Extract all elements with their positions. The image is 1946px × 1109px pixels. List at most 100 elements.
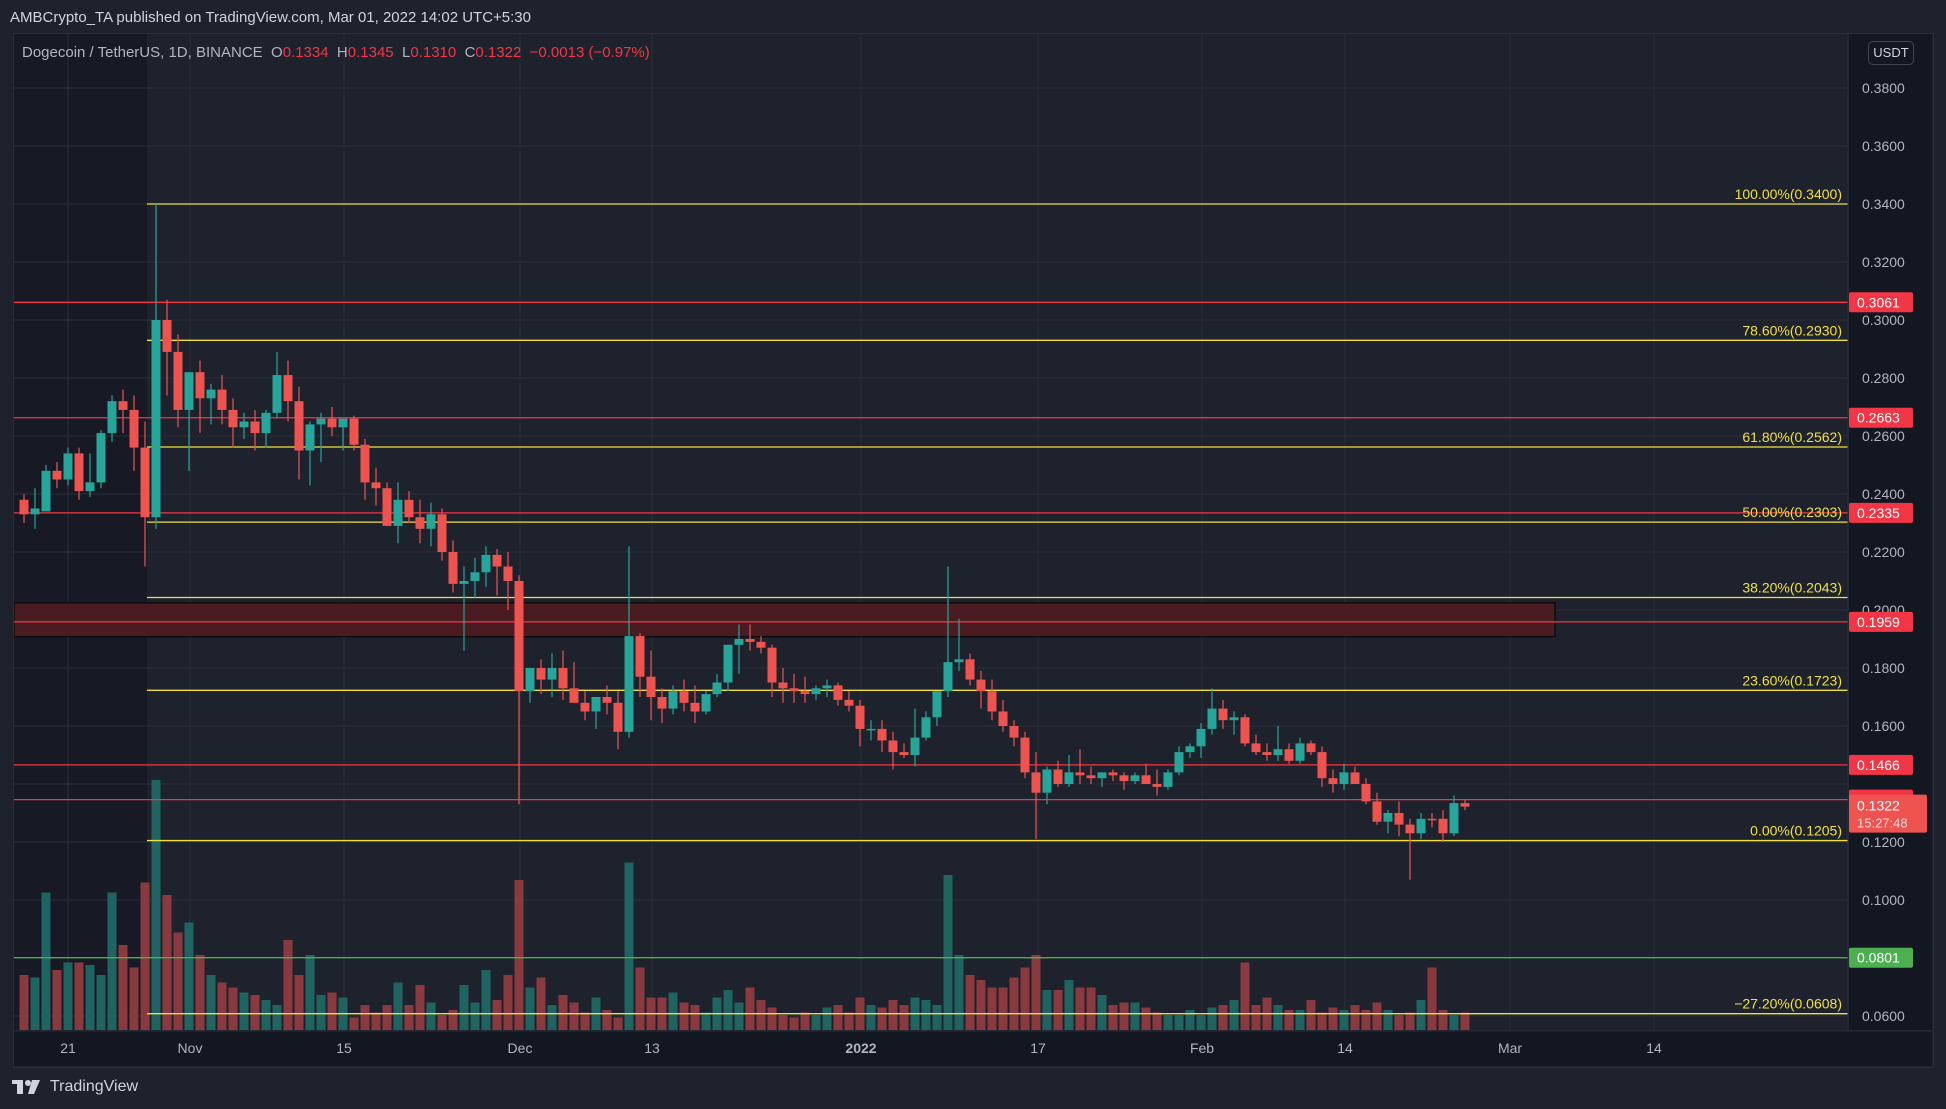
volume-bar	[1229, 1000, 1239, 1030]
candle-body	[767, 647, 777, 683]
candle-body	[1328, 778, 1338, 784]
candle-body	[1361, 784, 1371, 802]
volume-bar	[140, 882, 150, 1030]
price-badges: 0.30610.26630.23350.19590.14660.13460.08…	[1849, 292, 1927, 968]
time-label: Mar	[1498, 1040, 1522, 1056]
open-value: 0.1334	[282, 44, 329, 61]
volume-bar	[1141, 1007, 1151, 1030]
candle-body	[1295, 743, 1305, 761]
volume-bar	[1240, 962, 1250, 1030]
candle-body	[646, 676, 656, 697]
volume-bar	[184, 922, 194, 1030]
candle-body	[1350, 772, 1360, 784]
candle-body	[1317, 752, 1327, 779]
volume-bar	[1361, 1010, 1371, 1030]
volume-bar	[1009, 977, 1019, 1030]
candle-body	[481, 554, 491, 573]
candle-body	[140, 447, 150, 518]
volume-bar	[1064, 980, 1074, 1030]
volume-bar	[448, 1010, 458, 1030]
pre-fib-shade	[14, 34, 147, 1030]
countdown-label: 15:27:48	[1857, 816, 1908, 831]
volume-bar	[360, 1005, 370, 1030]
volume-bar	[217, 982, 227, 1030]
volume-bar	[1053, 990, 1063, 1030]
zone-rect[interactable]	[14, 602, 1556, 638]
price-badge-label: 0.1959	[1857, 614, 1900, 630]
price-tick: 0.3000	[1862, 312, 1905, 328]
price-tick: 0.1600	[1862, 718, 1905, 734]
horizontal-levels[interactable]	[14, 301, 1848, 959]
time-label: Dec	[508, 1040, 533, 1056]
volume-bar	[866, 1005, 876, 1030]
volume-bar	[1284, 1010, 1294, 1030]
volume-bar	[52, 970, 62, 1030]
candle-body	[745, 639, 755, 642]
candle-body	[1405, 824, 1415, 834]
candle-body	[52, 470, 62, 480]
volume-bar	[668, 992, 678, 1030]
candle-body	[712, 682, 722, 695]
resistance-zone-box[interactable]	[14, 602, 1556, 638]
price-axis-bg[interactable]	[1849, 34, 1932, 1030]
volume-bar	[800, 1012, 810, 1030]
symbol-name[interactable]: Dogecoin / TetherUS, 1D, BINANCE	[22, 44, 263, 61]
volume-bar	[492, 1000, 502, 1030]
volume-bar	[987, 987, 997, 1030]
chart-frame[interactable]	[13, 33, 1934, 1068]
fib-label: 100.00%(0.3400)	[1735, 186, 1842, 202]
volume-bar	[536, 977, 546, 1030]
volume-bar	[877, 1007, 887, 1030]
tradingview-logo[interactable]: TradingView	[12, 1078, 138, 1096]
volume-bar	[382, 1005, 392, 1030]
volume-bar	[1405, 1012, 1415, 1030]
price-tick: 0.3400	[1862, 196, 1905, 212]
candle-body	[19, 499, 29, 515]
volume-bar	[613, 1017, 623, 1030]
volume-bars	[19, 780, 1470, 1030]
price-tick: 0.1200	[1862, 834, 1905, 850]
volume-bar	[63, 962, 73, 1030]
candle-body	[1394, 813, 1404, 825]
price-badge	[1849, 292, 1913, 313]
candle-body	[635, 636, 645, 677]
volume-bar	[1383, 1010, 1393, 1030]
price-badge-label: 0.2663	[1857, 410, 1900, 426]
candle-body	[96, 433, 106, 483]
volume-bar	[514, 880, 524, 1030]
candle-body	[217, 389, 227, 410]
currency-button[interactable]: USDT	[1868, 41, 1914, 65]
price-tick: 0.2200	[1862, 544, 1905, 560]
candle-body	[184, 372, 194, 410]
volume-bar	[305, 955, 315, 1030]
candle-body	[734, 639, 744, 645]
volume-bar	[1438, 1010, 1448, 1030]
time-axis-bg[interactable]	[14, 1031, 1932, 1066]
volume-bar	[41, 892, 51, 1030]
volume-bar	[833, 1005, 843, 1030]
symbol-legend[interactable]: Dogecoin / TetherUS, 1D, BINANCE O0.1334…	[22, 44, 650, 61]
fib-retracement[interactable]: 100.00%(0.3400) 78.60%(0.2930) 61.80%(0.25…	[147, 186, 1848, 1015]
candle-body	[569, 688, 579, 703]
candle-body	[338, 418, 348, 428]
volume-bar	[1196, 1015, 1206, 1030]
candle-body	[844, 699, 854, 706]
volume-bar	[1449, 1015, 1459, 1030]
tradingview-logo-icon	[12, 1080, 40, 1094]
time-label: Feb	[1190, 1040, 1214, 1056]
candle-body	[580, 702, 590, 712]
time-label: 17	[1030, 1040, 1046, 1056]
volume-bar	[162, 895, 172, 1030]
time-label: 14	[1337, 1040, 1353, 1056]
candle-body	[459, 581, 469, 584]
volume-bar	[734, 1002, 744, 1030]
candle-body	[976, 679, 986, 692]
volume-bar	[1350, 1005, 1360, 1030]
volume-bar	[1306, 1000, 1316, 1030]
volume-bar	[481, 970, 491, 1030]
candle-body	[173, 351, 183, 410]
volume-bar	[250, 995, 260, 1030]
volume-bar	[371, 1012, 381, 1030]
volume-bar	[316, 995, 326, 1030]
